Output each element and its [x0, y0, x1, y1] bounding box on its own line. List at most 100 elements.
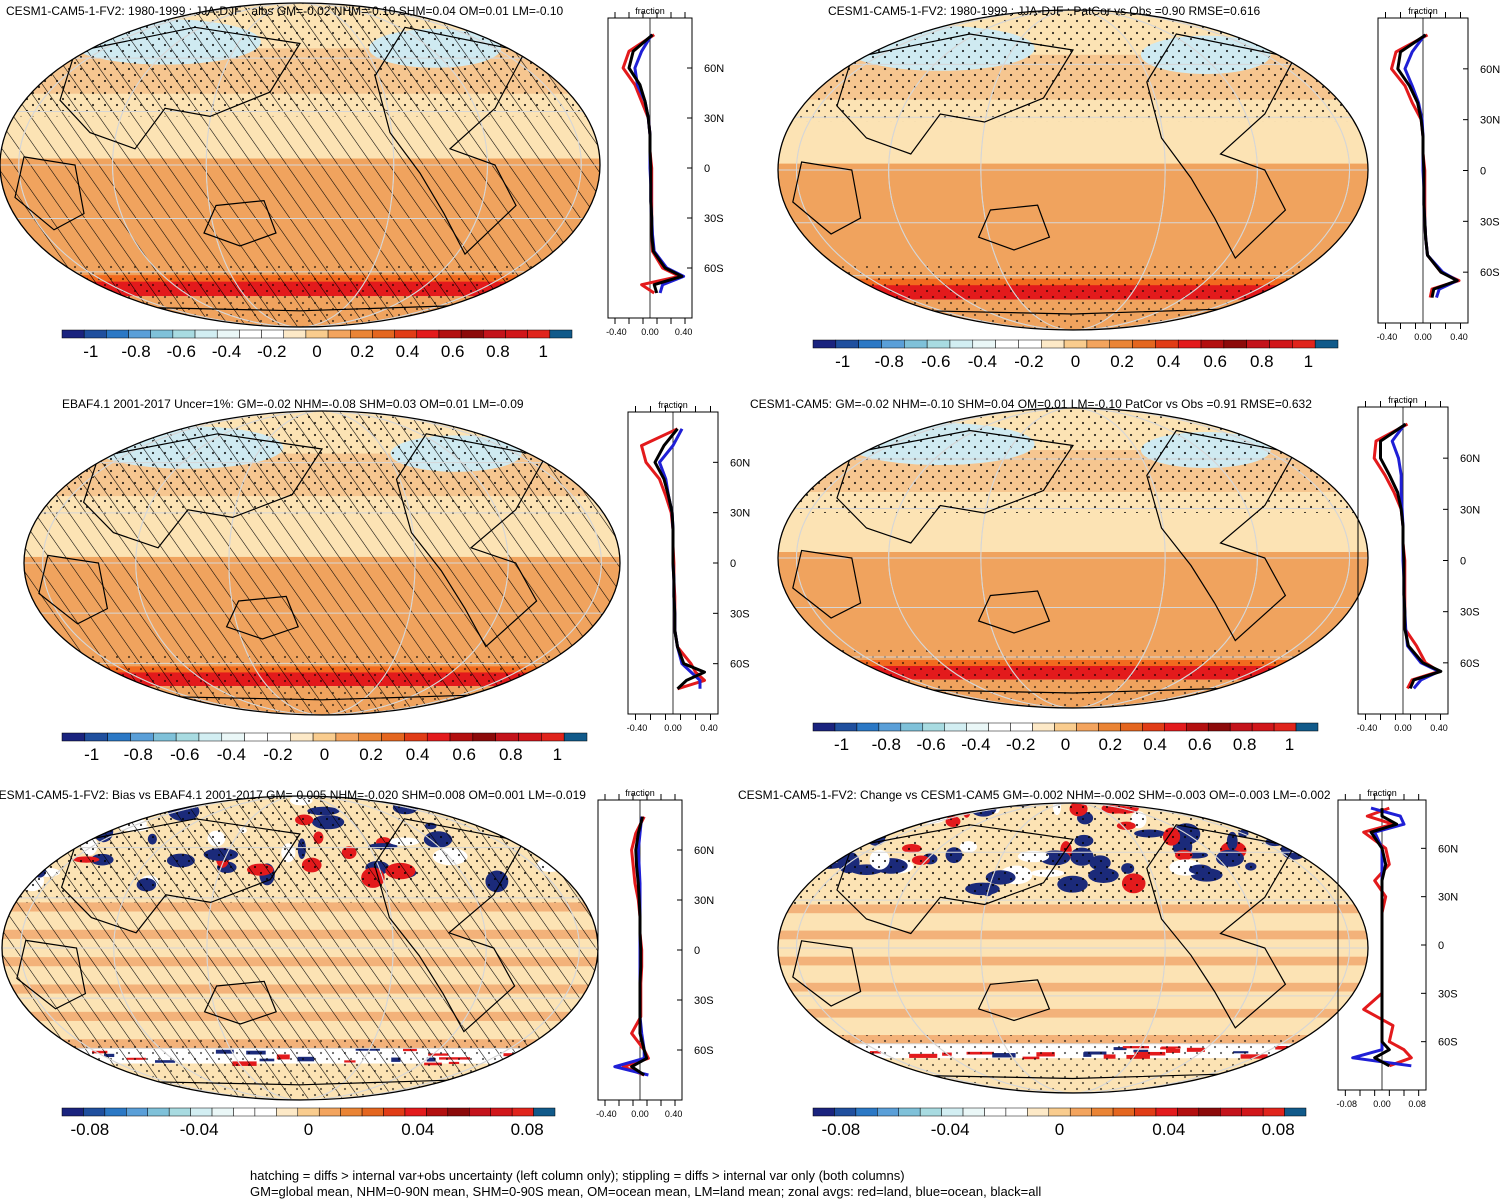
zonal-lat-label: 60S — [730, 659, 750, 671]
colorbar-swatch — [1032, 722, 1055, 732]
colorbar-tr: -1 -0.8 -0.6 -0.4 -0.2 0 0.2 0.4 0.6 0.8 1 — [812, 339, 1339, 371]
colorbar-tick-label: 0.08 — [1262, 1120, 1295, 1139]
colorbar-swatch — [962, 1107, 985, 1117]
coastline — [373, 818, 525, 1033]
colorbar-swatch — [460, 329, 484, 339]
colorbar-tick-label: 1 — [538, 342, 547, 361]
colorbar-swatch — [130, 732, 154, 742]
colorbar-tick-label: 0.8 — [486, 342, 510, 361]
zonal-x-tick-label: 0.00 — [641, 327, 659, 337]
zonal-x-tick-label: 0.00 — [1414, 332, 1432, 342]
zonal-lat-label: 30S — [704, 213, 724, 225]
colorbar-swatch — [361, 1107, 384, 1117]
colorbar-swatch — [812, 339, 837, 349]
colorbar-swatch — [1198, 1107, 1221, 1117]
zonal-x-tick-label: 0.00 — [664, 723, 682, 733]
map-ml — [23, 410, 621, 716]
colorbar-swatch — [1164, 722, 1187, 732]
colorbar-tick-label: 0 — [320, 745, 329, 764]
footnote-line-1: hatching = diffs > internal var+obs unce… — [250, 1168, 905, 1183]
colorbar-tick-label: -0.2 — [1006, 735, 1035, 754]
colorbar-swatch — [1177, 339, 1202, 349]
colorbar-swatch — [1132, 339, 1156, 349]
colorbar-tick-label: 0.2 — [1098, 735, 1122, 754]
zonal-lat-label: 30N — [1480, 115, 1500, 127]
colorbar-tick-label: -1 — [83, 342, 98, 361]
colorbar-tick-label: 0 — [1055, 1120, 1064, 1139]
zonal-plot-br: 60N 30N 0 30S 60S -0.08 0.00 0.08 fraction — [1337, 788, 1459, 1109]
colorbar-mr: -1 -0.8 -0.6 -0.4 -0.2 0 0.2 0.4 0.6 0.8 1 — [812, 722, 1319, 754]
colorbar-swatch — [1269, 339, 1293, 349]
coastline — [1146, 429, 1296, 642]
zonal-x-tick-label: -0.08 — [1337, 1099, 1358, 1109]
colorbar-swatch — [383, 1107, 406, 1117]
map-tr — [777, 9, 1369, 331]
zonal-series-all — [653, 427, 706, 690]
colorbar-swatch — [107, 732, 131, 742]
colorbar-swatch — [483, 329, 506, 339]
colorbar-tick-label: -0.6 — [167, 342, 196, 361]
colorbar-swatch — [221, 732, 245, 742]
zonal-series-all — [627, 33, 684, 294]
colorbar-swatch — [350, 329, 373, 339]
zonal-lat-label: 60S — [1438, 1037, 1458, 1049]
colorbar-swatch — [533, 1107, 556, 1117]
colorbar-tick-label: -0.2 — [1014, 352, 1043, 371]
colorbar-swatch — [1048, 1107, 1071, 1117]
zonal-plot-mr: 60N 30N 0 30S 60S -0.40 0.00 0.40 fraction — [1357, 395, 1480, 733]
zonal-series-all — [1369, 808, 1399, 1068]
zonal-series-all — [630, 816, 649, 1077]
zonal-series-ocean — [1390, 423, 1441, 690]
zonal-lat-label: 30S — [694, 995, 714, 1007]
colorbar-swatch — [1241, 1107, 1264, 1117]
colorbar-swatch — [1054, 722, 1077, 732]
colorbar-tick-label: -0.4 — [212, 342, 241, 361]
colorbar-tick-label: 0.04 — [401, 1120, 434, 1139]
map-bl — [1, 795, 599, 1101]
colorbar-bl: -0.08 -0.04 0 0.04 0.08 — [61, 1107, 556, 1139]
zonal-lat-label: 30N — [704, 113, 724, 125]
colorbar-swatch — [283, 329, 307, 339]
zonal-lat-label: 0 — [1460, 556, 1466, 568]
footnote-line-2: GM=global mean, NHM=0-90N mean, SHM=0-90… — [250, 1184, 1042, 1199]
colorbar-swatch — [147, 1107, 170, 1117]
colorbar-swatch — [1010, 722, 1033, 732]
colorbar-tick-label: -0.08 — [821, 1120, 860, 1139]
colorbar-swatch — [404, 1107, 427, 1117]
colorbar-swatch — [211, 1107, 234, 1117]
colorbar-swatch — [495, 732, 519, 742]
colorbar-swatch — [1063, 339, 1088, 349]
panel-title: EBAF4.1 2001-2017 Uncer=1%: GM=-0.02 NHM… — [62, 397, 524, 411]
colorbar-tick-label: 0.8 — [1233, 735, 1257, 754]
colorbar-swatch — [1120, 722, 1143, 732]
colorbar-tick-label: -0.4 — [968, 352, 997, 371]
colorbar-swatch — [416, 329, 440, 339]
coastline — [1146, 33, 1296, 259]
zonal-axis-title: fraction — [1388, 395, 1418, 405]
zonal-x-tick-label: 0.00 — [631, 1109, 649, 1119]
colorbar-swatch — [878, 722, 902, 732]
colorbar-swatch — [153, 732, 177, 742]
colorbar-tick-label: 0.4 — [1143, 735, 1167, 754]
zonal-x-tick-label: -0.40 — [1357, 723, 1378, 733]
colorbar-swatch — [949, 339, 974, 349]
zonal-plot-tr: 60N 30N 0 30S 60S -0.40 0.00 0.40 fraction — [1377, 6, 1500, 342]
zonal-series-land — [1362, 806, 1413, 1068]
coastline — [16, 939, 87, 1010]
coastline — [60, 818, 302, 934]
zonal-x-tick-label: 0.40 — [1430, 723, 1448, 733]
coastline — [836, 429, 1075, 544]
zonal-x-tick-label: -0.40 — [606, 327, 627, 337]
colorbar-swatch — [168, 1107, 191, 1117]
colorbar-swatch — [1005, 1107, 1028, 1117]
zonal-lat-label: 60S — [704, 263, 724, 275]
colorbar-swatch — [128, 329, 151, 339]
colorbar-tick-label: 0 — [1061, 735, 1070, 754]
colorbar-swatch — [340, 1107, 363, 1117]
colorbar-swatch — [966, 722, 989, 732]
zonal-lat-label: 30N — [694, 895, 714, 907]
zonal-lat-label: 60S — [694, 1045, 714, 1057]
zonal-axis-title: fraction — [625, 788, 655, 798]
zonal-lat-label: 60S — [1480, 267, 1500, 279]
colorbar-swatch — [1220, 1107, 1242, 1117]
